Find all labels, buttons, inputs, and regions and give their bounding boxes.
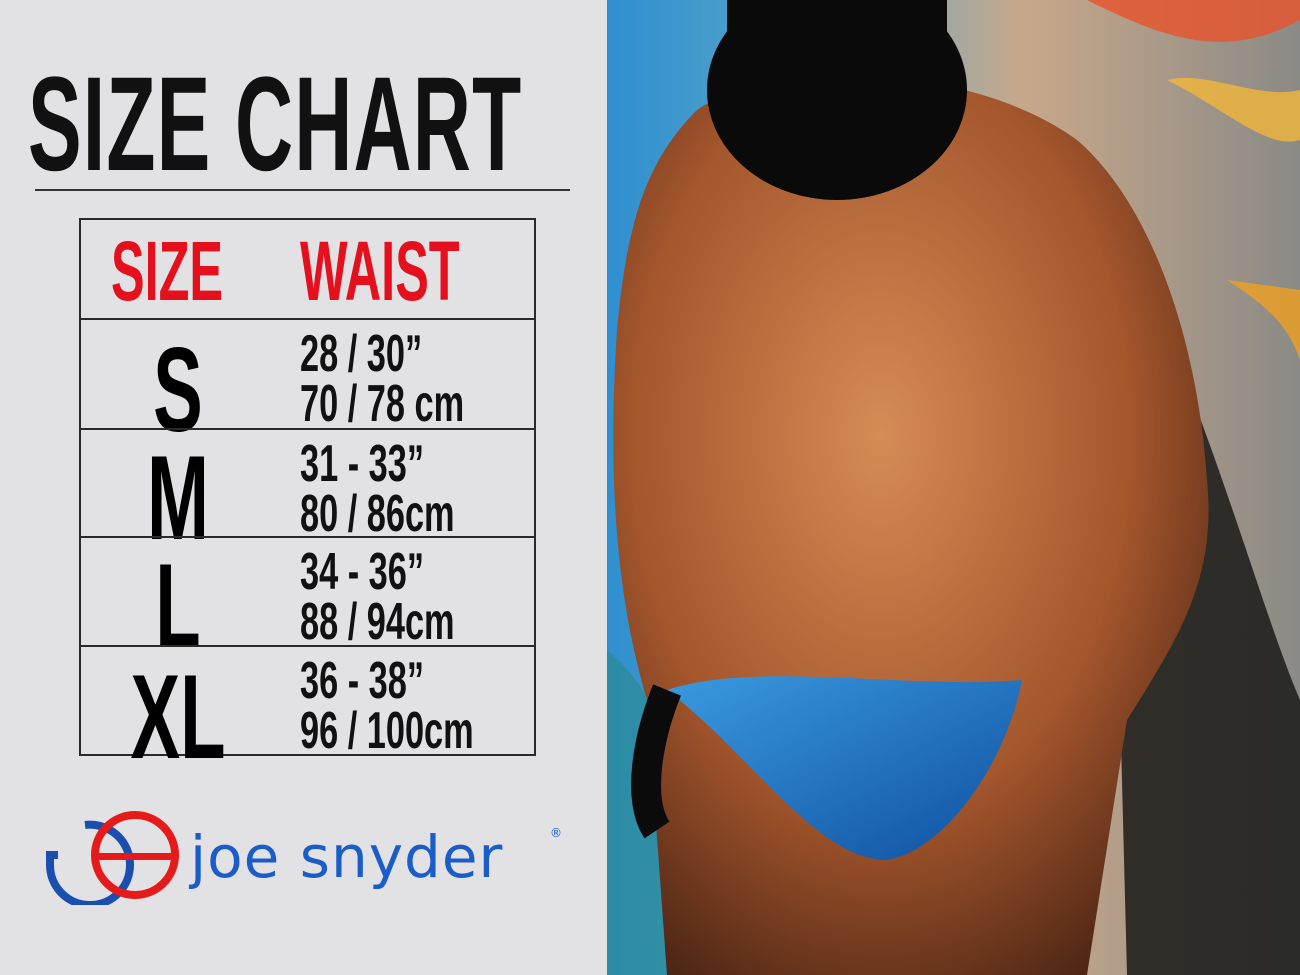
waist-inches: 28 / 30”	[300, 325, 423, 383]
waist-cm: 70 / 78 cm	[300, 375, 465, 433]
table-row: M 31 - 33” 80 / 86cm	[81, 428, 534, 558]
table-row: L 34 - 36” 88 / 94cm	[81, 536, 534, 666]
table-row: S 28 / 30” 70 / 78 cm	[81, 318, 534, 450]
model-photo	[607, 0, 1300, 975]
waist-inches: 31 - 33”	[300, 435, 425, 493]
waist-inches: 36 - 38”	[300, 652, 425, 710]
registered-mark: ®	[550, 826, 562, 840]
waist-cm: 88 / 94cm	[300, 593, 455, 651]
waist-cm: 96 / 100cm	[300, 702, 474, 760]
title-divider	[35, 189, 570, 191]
waist-inches: 34 - 36”	[300, 543, 425, 601]
size-label: XL	[130, 650, 226, 784]
size-column-header: SIZE	[111, 224, 224, 318]
joe-snyder-logo: joe snyder ®	[46, 811, 562, 905]
waist-column-header: WAIST	[300, 224, 460, 318]
size-table: SIZE WAIST S 28 / 30” 70 / 78 cm M 31 - …	[79, 218, 536, 777]
logo-s-bar	[98, 853, 174, 860]
size-label: S	[153, 323, 203, 457]
waist-cm: 80 / 86cm	[300, 485, 455, 543]
model-photo-image	[607, 0, 1300, 975]
size-label: M	[147, 431, 209, 565]
table-header-row: SIZE WAIST	[81, 220, 534, 320]
table-row: XL 36 - 38” 96 / 100cm	[81, 645, 534, 777]
page-title: SIZE CHART	[28, 50, 523, 199]
size-chart-panel: SIZE CHART SIZE WAIST S 28 / 30” 70 / 78…	[0, 0, 607, 975]
brand-wordmark: joe snyder	[188, 823, 503, 891]
logo-s-mark	[91, 811, 179, 899]
